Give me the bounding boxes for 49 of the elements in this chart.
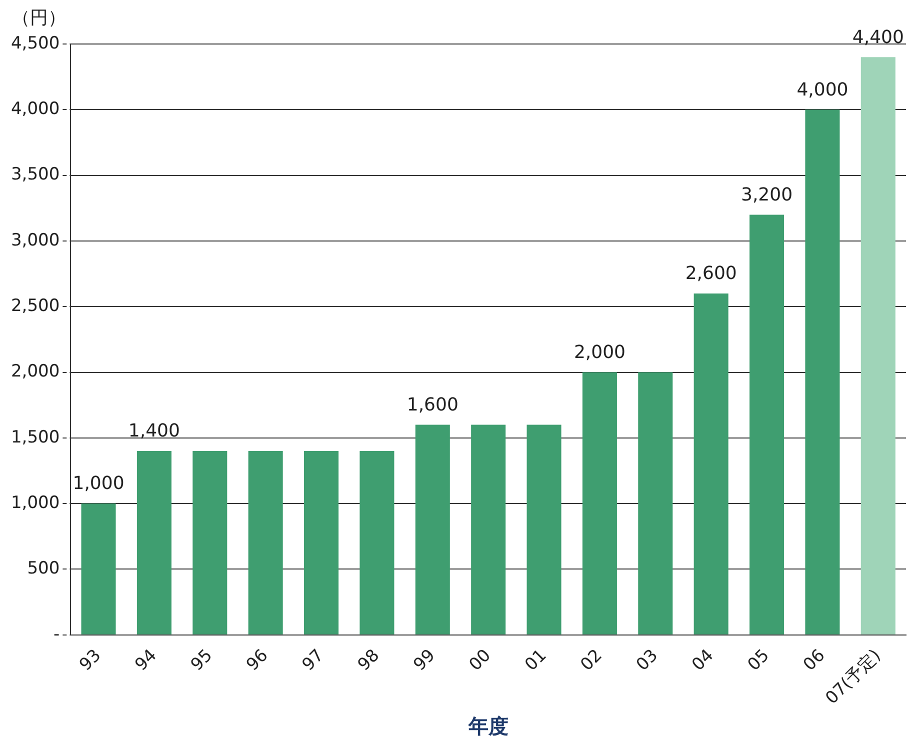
y-axis-title: （円） [12,8,66,29]
x-axis-title: 年度 [467,714,508,738]
bar [694,293,728,634]
y-tick-label: 1,000 [10,492,60,513]
y-tick-label: - [54,624,60,644]
x-tick-label: 97 [298,646,328,676]
bar [81,504,116,634]
bar [304,451,339,634]
bar [248,451,283,634]
data-label: 1,400 [128,420,180,442]
bar [526,424,562,634]
bar [582,372,617,634]
data-label: 2,000 [574,342,626,363]
x-tick-label: 06 [800,646,830,676]
x-tick-label: 94 [131,646,161,676]
x-tick-label: 05 [744,646,774,676]
x-tick-label: 03 [632,646,662,676]
data-label: 1,600 [406,394,458,416]
x-tick-label: 02 [576,646,606,676]
x-tick-label: 04 [688,646,718,676]
bar [471,424,506,634]
y-tick-label: 3,000 [10,230,60,250]
x-tick-label: 95 [187,646,217,676]
x-tick-label: 93 [76,646,106,676]
y-tick-label: 2,000 [10,362,60,382]
x-tick-label: 00 [466,646,495,676]
data-label: 4,000 [796,79,848,100]
bar [750,214,784,634]
bar [638,372,673,634]
y-tick-label: 2,500 [10,296,60,316]
bar [136,451,172,634]
y-tick-label: 4,500 [10,33,60,54]
x-tick-label: 99 [410,646,440,676]
bar [805,110,840,634]
data-label: 3,200 [741,184,793,206]
bar [415,424,450,634]
y-tick-label: 3,500 [10,164,60,185]
bar [360,451,394,634]
bar [192,451,228,634]
data-label: 1,000 [72,473,124,494]
x-tick-label: 98 [354,646,384,676]
x-tick-label: 96 [242,646,272,676]
data-label: 4,400 [852,26,904,48]
y-tick-label: 500 [27,558,60,579]
y-tick-label: 4,000 [10,99,60,120]
data-label: 2,600 [685,263,737,284]
bar [860,57,896,634]
y-tick-label: 1,500 [10,427,60,448]
x-tick-label: 01 [521,646,551,676]
